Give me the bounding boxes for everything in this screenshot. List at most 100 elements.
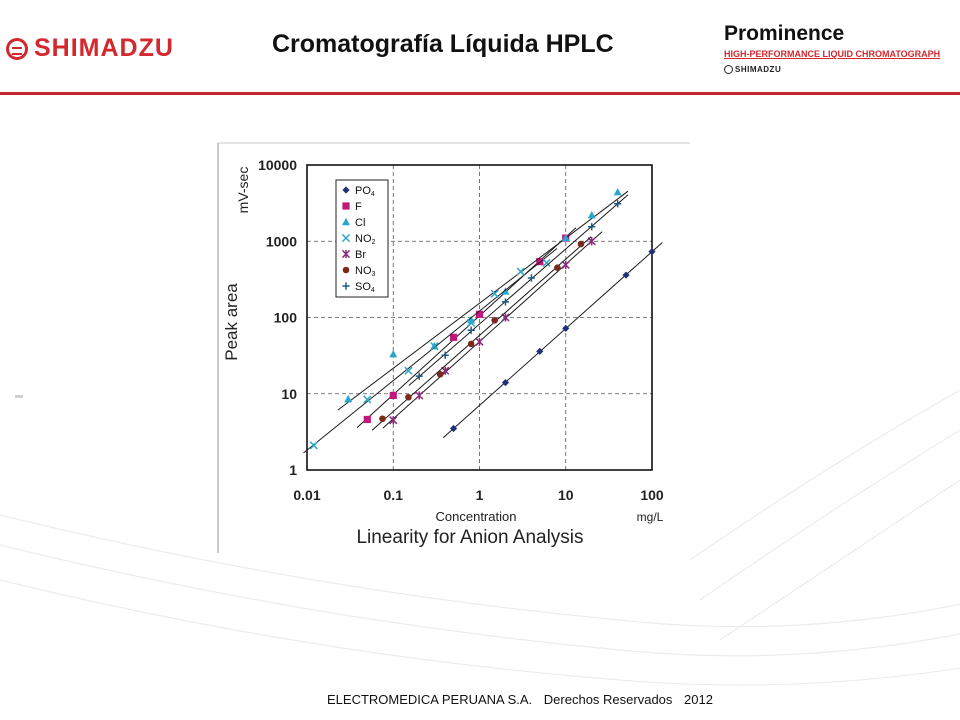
legend-marker bbox=[341, 249, 351, 259]
data-point bbox=[363, 415, 371, 424]
data-point bbox=[389, 350, 398, 358]
series-no2 bbox=[303, 248, 558, 454]
legend-label: Cl bbox=[355, 217, 365, 229]
legend-item: SO4 bbox=[342, 281, 375, 294]
legend-label: F bbox=[355, 201, 362, 213]
y-tick-label: 1 bbox=[289, 462, 297, 478]
x-tick-label: 0.01 bbox=[293, 487, 320, 503]
data-point bbox=[536, 347, 544, 355]
trend-line bbox=[303, 248, 558, 454]
y-tick-label: 100 bbox=[274, 310, 298, 326]
legend-label-subscript: 4 bbox=[371, 191, 375, 198]
product-subtitle: HIGH-PERFORMANCE LIQUID CHROMATOGRAPH bbox=[724, 49, 941, 59]
shimadzu-logo: SHIMADZU bbox=[6, 34, 174, 63]
data-point bbox=[554, 264, 561, 271]
shimadzu-small-mark-icon bbox=[724, 65, 733, 74]
trend-line bbox=[337, 190, 629, 411]
legend-item: Br bbox=[341, 249, 366, 261]
header-rule bbox=[0, 92, 960, 95]
data-point bbox=[648, 248, 656, 256]
x-tick-label: 0.1 bbox=[384, 487, 404, 503]
legend-item: NO2 bbox=[341, 233, 376, 246]
legend-marker bbox=[342, 202, 350, 210]
data-point bbox=[501, 298, 510, 306]
data-point bbox=[404, 366, 413, 375]
x-tick-label: 10 bbox=[558, 487, 574, 503]
data-point bbox=[491, 316, 498, 324]
data-point bbox=[449, 333, 458, 341]
y-tick-label: 1000 bbox=[266, 233, 297, 249]
legend-marker bbox=[342, 282, 350, 290]
series-po4 bbox=[442, 242, 663, 439]
y-axis-unit: mV-sec bbox=[235, 167, 251, 214]
brand-name: SHIMADZU bbox=[34, 34, 174, 62]
product-brand: SHIMADZU bbox=[724, 65, 940, 74]
data-point bbox=[467, 326, 475, 334]
data-point bbox=[309, 441, 318, 450]
footer-company: ELECTROMEDICA PERUANA S.A. bbox=[327, 692, 533, 707]
footer-year: 2012 bbox=[684, 692, 713, 707]
data-point bbox=[405, 393, 412, 401]
data-point bbox=[441, 351, 449, 359]
data-point bbox=[449, 424, 458, 433]
data-point bbox=[344, 394, 353, 403]
data-point bbox=[527, 274, 536, 282]
legend-item: NO3 bbox=[342, 265, 376, 278]
data-point bbox=[501, 379, 510, 387]
y-axis-label: Peak area bbox=[222, 283, 241, 361]
data-point bbox=[436, 370, 444, 378]
data-point bbox=[587, 210, 596, 219]
data-point bbox=[389, 391, 397, 400]
legend-item: Cl bbox=[342, 217, 365, 229]
data-point bbox=[415, 391, 424, 400]
data-point bbox=[542, 258, 551, 268]
data-point bbox=[467, 318, 476, 328]
product-logo: Prominence HIGH-PERFORMANCE LIQUID CHROM… bbox=[724, 22, 940, 74]
y-tick-label: 10 bbox=[281, 386, 297, 402]
data-point bbox=[379, 415, 386, 423]
series-br bbox=[382, 231, 603, 429]
data-point bbox=[415, 372, 423, 380]
x-tick-label: 1 bbox=[476, 487, 484, 503]
series-no3 bbox=[371, 236, 592, 431]
data-point bbox=[614, 200, 622, 208]
legend-label: NO3 bbox=[355, 265, 376, 278]
data-point bbox=[588, 223, 596, 231]
page-title: Cromatografía Líquida HPLC bbox=[272, 30, 614, 58]
y-tick-label: 10000 bbox=[258, 157, 297, 173]
legend-marker bbox=[342, 186, 350, 194]
data-point bbox=[536, 258, 544, 266]
data-point bbox=[389, 416, 398, 425]
shimadzu-mark-icon bbox=[6, 37, 28, 60]
data-point bbox=[622, 271, 630, 279]
legend-label: Br bbox=[355, 249, 366, 261]
data-point bbox=[613, 187, 622, 196]
data-point bbox=[561, 260, 570, 270]
legend-label-subscript: 3 bbox=[372, 271, 376, 278]
plot-frame bbox=[306, 164, 653, 471]
x-axis-label: Concentration bbox=[436, 509, 517, 524]
legend-marker bbox=[342, 266, 350, 274]
legend-marker bbox=[342, 217, 350, 226]
data-point bbox=[475, 310, 484, 318]
data-point bbox=[501, 287, 510, 295]
legend-label: SO4 bbox=[355, 281, 375, 294]
data-point bbox=[467, 340, 475, 348]
legend-label: NO2 bbox=[355, 233, 376, 246]
footer: ELECTROMEDICA PERUANA S.A. Derechos Rese… bbox=[327, 692, 721, 707]
legend-label: PO4 bbox=[355, 185, 375, 198]
figure-background bbox=[218, 143, 690, 553]
data-point bbox=[363, 395, 372, 404]
product-name: Prominence bbox=[724, 22, 845, 45]
data-point bbox=[430, 342, 439, 351]
data-point bbox=[490, 289, 499, 298]
x-axis-unit: mg/L bbox=[637, 510, 664, 524]
legend-item: PO4 bbox=[342, 185, 375, 198]
series-so4 bbox=[408, 194, 629, 386]
x-tick-label: 100 bbox=[640, 487, 664, 503]
legend-label-subscript: 2 bbox=[372, 239, 376, 246]
legend-marker bbox=[341, 233, 351, 243]
legend-label-subscript: 4 bbox=[371, 287, 375, 294]
